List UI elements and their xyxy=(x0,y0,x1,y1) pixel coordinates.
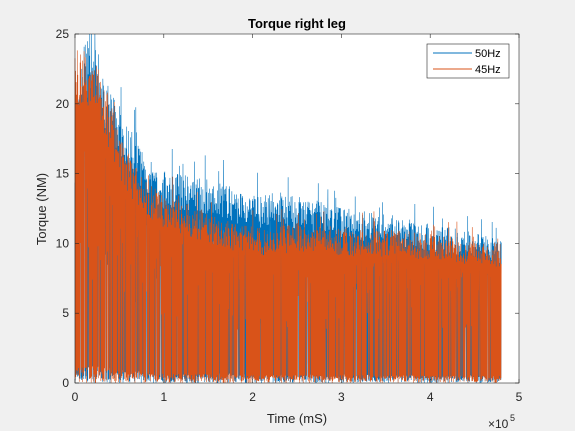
axis-ticks: 0 1 2 3 4 5 0 5 10 15 20 25 xyxy=(56,27,523,404)
series-layer xyxy=(74,33,502,384)
x-tick-label: 2 xyxy=(249,390,256,404)
x-tick-label: 1 xyxy=(160,390,167,404)
legend-label-50hz: 50Hz xyxy=(475,48,501,60)
series-line-45hz xyxy=(74,50,502,384)
x-tick-label: 5 xyxy=(516,390,523,404)
legend-label-45hz: 45Hz xyxy=(475,64,501,76)
x-exponent-power: 5 xyxy=(510,413,515,423)
x-tick-label: 4 xyxy=(427,390,434,404)
chart-title: Torque right leg xyxy=(248,16,346,31)
x-exponent-base: ×10 xyxy=(488,417,509,431)
legend-box xyxy=(426,43,510,79)
y-tick-label: 25 xyxy=(56,27,70,41)
y-tick-label: 20 xyxy=(56,97,70,111)
plot-frame xyxy=(74,33,520,384)
y-tick-label: 10 xyxy=(56,236,70,250)
y-tick-label: 0 xyxy=(62,376,69,390)
x-tick-label: 0 xyxy=(72,390,79,404)
y-tick-label: 15 xyxy=(56,167,70,181)
legend: 50Hz 45Hz xyxy=(426,43,510,79)
y-axis-label: Torque (NM) xyxy=(34,173,49,245)
x-axis-label: Time (mS) xyxy=(267,411,327,426)
y-tick-label: 5 xyxy=(62,306,69,320)
x-exponent: ×10 5 xyxy=(488,413,515,431)
x-tick-label: 3 xyxy=(338,390,345,404)
